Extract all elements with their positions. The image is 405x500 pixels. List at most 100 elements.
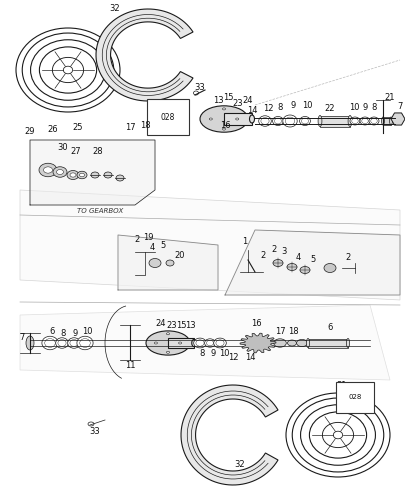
- Ellipse shape: [273, 339, 286, 347]
- Ellipse shape: [193, 91, 198, 95]
- Ellipse shape: [361, 118, 367, 124]
- Ellipse shape: [166, 260, 174, 266]
- Text: 33: 33: [194, 82, 205, 92]
- Ellipse shape: [191, 340, 196, 346]
- FancyBboxPatch shape: [168, 338, 194, 348]
- Text: 6: 6: [326, 322, 332, 332]
- Ellipse shape: [359, 117, 369, 125]
- Ellipse shape: [370, 118, 376, 124]
- Text: 24: 24: [156, 318, 166, 328]
- Polygon shape: [118, 235, 217, 290]
- Polygon shape: [96, 9, 192, 101]
- Ellipse shape: [79, 174, 84, 177]
- Text: 17: 17: [124, 124, 135, 132]
- Text: 4: 4: [149, 244, 154, 252]
- Ellipse shape: [63, 66, 72, 74]
- Text: 16: 16: [219, 120, 230, 130]
- FancyBboxPatch shape: [382, 117, 390, 125]
- Text: 17: 17: [274, 328, 285, 336]
- Polygon shape: [181, 385, 277, 485]
- Ellipse shape: [43, 167, 52, 173]
- Ellipse shape: [317, 116, 321, 126]
- Text: 23: 23: [232, 98, 243, 108]
- Ellipse shape: [299, 266, 309, 274]
- Ellipse shape: [222, 128, 225, 130]
- Text: 9: 9: [362, 102, 367, 112]
- Text: 31: 31: [336, 380, 346, 390]
- Ellipse shape: [55, 338, 68, 348]
- Text: 2: 2: [260, 250, 265, 260]
- Ellipse shape: [193, 338, 206, 348]
- Text: 20: 20: [174, 250, 185, 260]
- Text: 13: 13: [212, 96, 223, 104]
- Ellipse shape: [285, 117, 294, 125]
- Text: 30: 30: [58, 142, 68, 152]
- Text: 26: 26: [47, 126, 58, 134]
- Text: 7: 7: [396, 102, 402, 110]
- Text: 8: 8: [277, 102, 282, 112]
- Ellipse shape: [209, 118, 212, 120]
- Ellipse shape: [323, 264, 335, 272]
- Ellipse shape: [301, 118, 308, 124]
- Text: 4: 4: [295, 252, 300, 262]
- Text: 6: 6: [49, 328, 55, 336]
- Text: 28: 28: [92, 148, 103, 156]
- Text: 8: 8: [371, 102, 376, 112]
- Ellipse shape: [222, 108, 225, 110]
- Text: 33: 33: [90, 428, 100, 436]
- Text: 10: 10: [301, 100, 311, 110]
- Text: 13: 13: [184, 320, 195, 330]
- Text: 10: 10: [218, 350, 229, 358]
- Ellipse shape: [88, 422, 94, 426]
- Text: 24: 24: [242, 96, 253, 104]
- FancyBboxPatch shape: [224, 113, 252, 125]
- Text: 14: 14: [244, 352, 255, 362]
- Text: 1: 1: [242, 238, 247, 246]
- Text: 32: 32: [234, 460, 245, 469]
- Ellipse shape: [272, 116, 283, 126]
- Text: 23: 23: [166, 320, 177, 330]
- Text: 8: 8: [60, 328, 66, 338]
- Text: 2: 2: [134, 234, 139, 244]
- Ellipse shape: [351, 118, 357, 124]
- Ellipse shape: [258, 116, 271, 126]
- Ellipse shape: [206, 340, 213, 345]
- Ellipse shape: [215, 340, 224, 346]
- Text: 2: 2: [271, 246, 276, 254]
- Ellipse shape: [249, 338, 265, 347]
- Text: 15: 15: [175, 322, 186, 330]
- Ellipse shape: [286, 264, 296, 270]
- Text: 10: 10: [348, 102, 358, 112]
- Ellipse shape: [68, 338, 80, 348]
- Text: 10: 10: [81, 328, 92, 336]
- Text: 5: 5: [309, 256, 315, 264]
- Text: 9: 9: [72, 328, 77, 338]
- Ellipse shape: [77, 171, 87, 179]
- Ellipse shape: [260, 118, 269, 124]
- Text: 028: 028: [347, 394, 361, 400]
- Text: 27: 27: [70, 148, 81, 156]
- Ellipse shape: [235, 118, 238, 120]
- Text: 18: 18: [287, 326, 298, 336]
- FancyBboxPatch shape: [307, 338, 347, 347]
- Ellipse shape: [77, 336, 93, 350]
- Ellipse shape: [104, 172, 112, 178]
- Text: 2: 2: [345, 252, 350, 262]
- Text: 15: 15: [222, 92, 233, 102]
- Text: 11: 11: [124, 360, 135, 370]
- Ellipse shape: [196, 340, 204, 346]
- Ellipse shape: [146, 331, 190, 355]
- Ellipse shape: [45, 338, 55, 347]
- Text: 19: 19: [143, 232, 153, 241]
- Ellipse shape: [368, 117, 378, 125]
- Text: 29: 29: [25, 128, 35, 136]
- Ellipse shape: [178, 342, 181, 344]
- Ellipse shape: [345, 338, 349, 347]
- Ellipse shape: [53, 167, 67, 177]
- Ellipse shape: [274, 118, 281, 124]
- Ellipse shape: [249, 115, 254, 123]
- Ellipse shape: [204, 339, 215, 347]
- Text: 028: 028: [160, 112, 175, 122]
- Ellipse shape: [200, 106, 247, 132]
- Ellipse shape: [389, 117, 392, 125]
